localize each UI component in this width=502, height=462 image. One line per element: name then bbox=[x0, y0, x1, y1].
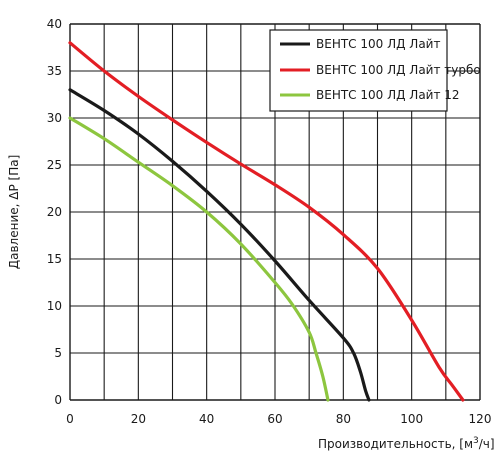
y-tick-label: 5 bbox=[54, 346, 62, 360]
y-axis-label: Давление, ΔP [Па] bbox=[7, 155, 21, 270]
legend-label-series-2: ВЕНТС 100 ЛД Лайт турбо bbox=[316, 63, 481, 77]
legend-label-series-3: ВЕНТС 100 ЛД Лайт 12 bbox=[316, 88, 460, 102]
x-axis-label-main: Производительность, [м bbox=[318, 437, 473, 451]
x-tick-label: 40 bbox=[199, 412, 214, 426]
legend-label-series-1: ВЕНТС 100 ЛД Лайт bbox=[316, 37, 440, 51]
series-lines bbox=[68, 41, 465, 402]
y-tick-label: 25 bbox=[47, 158, 62, 172]
y-tick-label: 40 bbox=[47, 17, 62, 31]
series-line-2 bbox=[68, 41, 465, 402]
tick-labels: 0 20 40 60 80 100 120 0 5 10 15 20 25 30 35 40 bbox=[47, 17, 492, 426]
series-line-3 bbox=[68, 116, 330, 402]
x-axis-label: Производительность, [м3/ч] bbox=[318, 436, 495, 451]
x-tick-label: 0 bbox=[66, 412, 74, 426]
x-tick-label: 60 bbox=[267, 412, 282, 426]
y-tick-label: 30 bbox=[47, 111, 62, 125]
x-tick-label: 80 bbox=[336, 412, 351, 426]
legend: ВЕНТС 100 ЛД Лайт ВЕНТС 100 ЛД Лайт турб… bbox=[269, 29, 481, 112]
x-tick-label: 120 bbox=[469, 412, 492, 426]
x-tick-label: 100 bbox=[400, 412, 423, 426]
series-line-1 bbox=[68, 88, 371, 402]
y-tick-label: 15 bbox=[47, 252, 62, 266]
x-tick-label: 20 bbox=[131, 412, 146, 426]
y-tick-label: 10 bbox=[47, 299, 62, 313]
x-axis-label-superscript: 3 bbox=[473, 436, 479, 446]
y-tick-label: 35 bbox=[47, 64, 62, 78]
y-tick-label: 20 bbox=[47, 205, 62, 219]
y-tick-label: 0 bbox=[54, 393, 62, 407]
x-axis-label-tail: /ч] bbox=[479, 437, 495, 451]
